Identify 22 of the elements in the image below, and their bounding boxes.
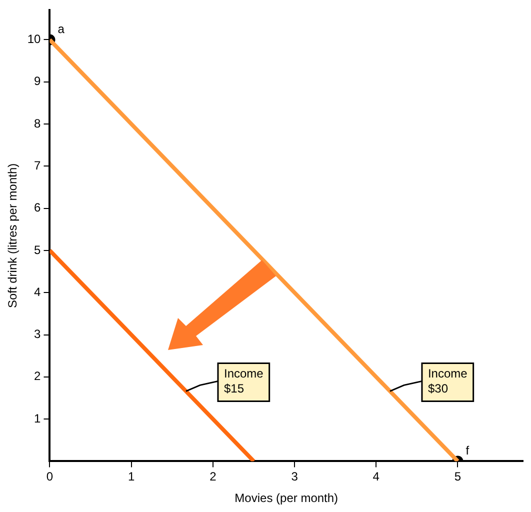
x-tick-label: 4	[372, 470, 380, 484]
text: Income $15	[224, 366, 264, 396]
annotation: f	[466, 444, 470, 458]
x-tick-label: 2	[210, 470, 217, 484]
y-tick-label: 8	[34, 116, 42, 130]
y-tick-label: 5	[34, 242, 42, 257]
y-tick-label: 9	[34, 74, 42, 88]
y-axis-title: Soft drink (litres per month)	[6, 163, 20, 308]
y-tick-label: 4	[34, 284, 42, 299]
x-tick-label: 1	[128, 470, 135, 484]
annotation: a	[58, 22, 65, 36]
x-tick-label: 3	[291, 470, 298, 484]
y-tick-label: 2	[34, 369, 42, 384]
y-tick-label: 7	[34, 158, 42, 172]
y-tick-label: 6	[34, 200, 42, 215]
x-axis-title: Movies (per month)	[234, 491, 338, 506]
y-tick-label: 3	[34, 327, 42, 342]
y-tick-label: 10	[27, 32, 42, 46]
y-tick-label: 1	[34, 411, 42, 426]
text: Income $30	[428, 366, 468, 396]
x-tick-label: 5	[454, 470, 462, 484]
x-tick-label: 0	[46, 470, 54, 484]
